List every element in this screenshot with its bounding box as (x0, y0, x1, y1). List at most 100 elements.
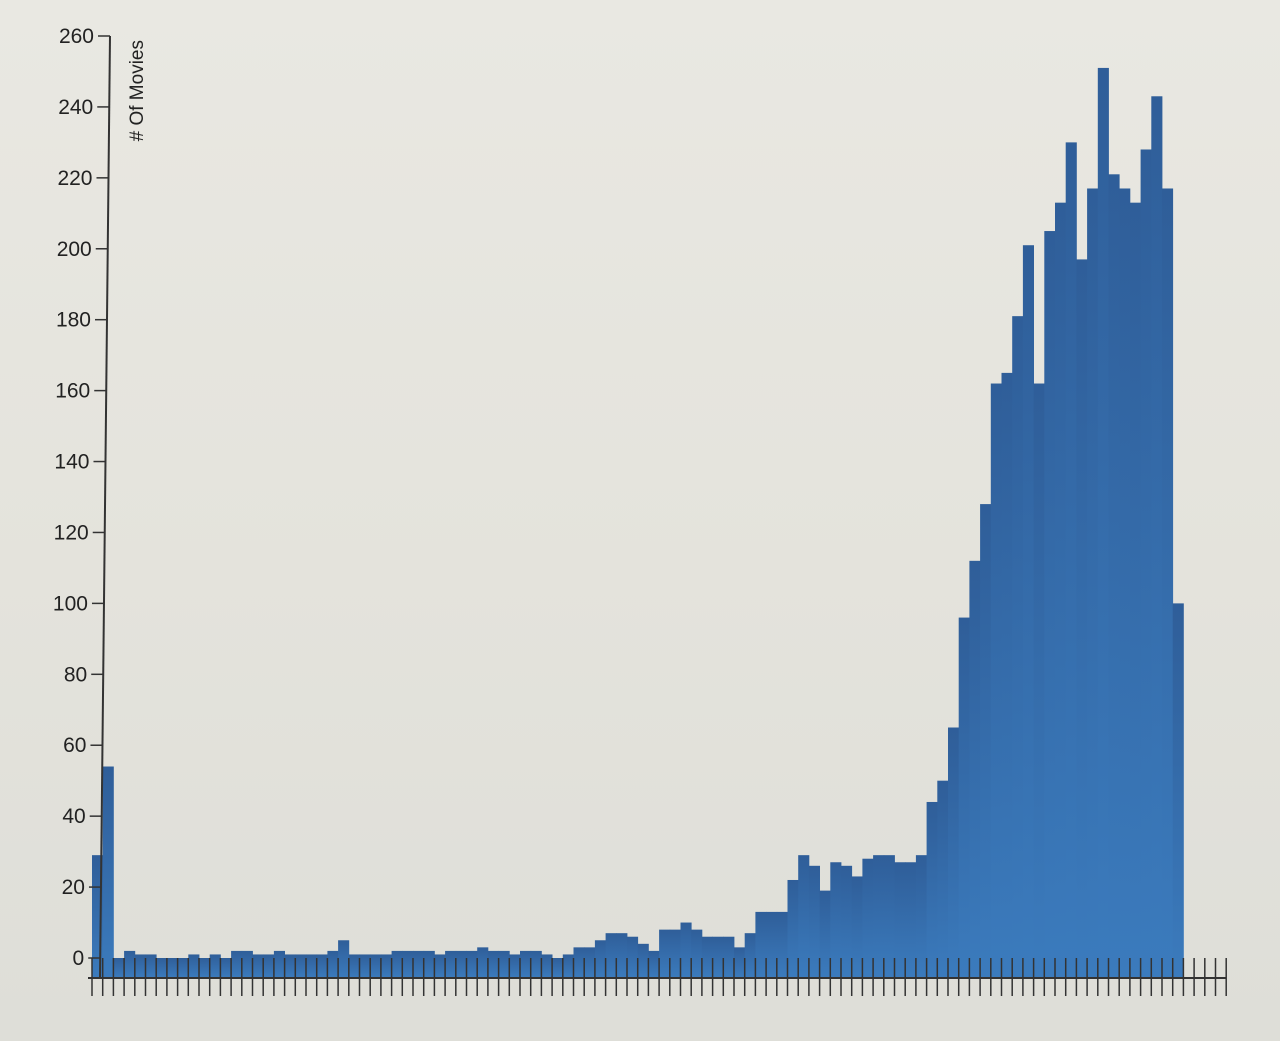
bar (124, 950, 136, 978)
bars-layer (92, 67, 1184, 979)
bar (530, 950, 542, 978)
bar (819, 890, 831, 978)
bar (787, 879, 799, 978)
bar (958, 617, 970, 978)
bar (723, 936, 735, 978)
bar (434, 954, 446, 978)
bar (359, 954, 371, 978)
bar (199, 958, 211, 978)
bar (937, 780, 949, 978)
bar (1033, 383, 1045, 978)
bar (145, 954, 157, 978)
bar (1162, 188, 1174, 979)
y-tick-label: 120 (54, 521, 89, 544)
bar (273, 950, 285, 978)
bar (220, 958, 232, 978)
bar (883, 855, 895, 978)
bar (1129, 202, 1141, 979)
bar (701, 936, 713, 978)
bar (1119, 188, 1131, 979)
bar (487, 950, 499, 978)
y-tick-label: 40 (62, 805, 85, 828)
bar (744, 933, 756, 978)
y-tick-label: 160 (55, 380, 90, 403)
bar (134, 954, 146, 978)
bar (498, 950, 510, 978)
bar (466, 950, 478, 978)
y-tick-label: 100 (53, 592, 88, 615)
y-tick-label: 200 (57, 238, 92, 261)
bar (562, 954, 574, 978)
bar (252, 954, 264, 978)
bar (380, 954, 392, 978)
bar (766, 911, 778, 978)
bar (541, 954, 553, 978)
bar (402, 950, 414, 978)
bar (1022, 245, 1034, 979)
bar (370, 954, 382, 978)
y-tick-label: 260 (59, 25, 94, 48)
bar (391, 950, 403, 978)
bar (413, 950, 425, 978)
y-tick-label: 20 (62, 876, 85, 899)
bar (477, 947, 489, 978)
bar (627, 936, 639, 978)
y-tick-label: 140 (54, 451, 89, 474)
bar (520, 950, 532, 978)
bar (637, 943, 649, 978)
bar (209, 954, 221, 978)
bar (594, 940, 606, 978)
bar (808, 865, 820, 978)
bar (862, 858, 874, 978)
bar (327, 950, 339, 978)
y-axis-title: # Of Movies (127, 40, 148, 141)
bar (894, 862, 906, 978)
bar (423, 950, 435, 978)
bar (659, 929, 671, 978)
y-tick-label: 80 (64, 663, 87, 686)
bar (102, 766, 114, 978)
bar (284, 954, 296, 978)
bar (905, 862, 917, 978)
bar (990, 383, 1002, 978)
bar (1076, 259, 1088, 978)
bar (241, 950, 253, 978)
bar (841, 865, 853, 978)
bar (306, 954, 318, 978)
bar (680, 922, 692, 978)
bar (177, 958, 189, 978)
bar (712, 936, 724, 978)
bar (584, 947, 596, 978)
bar (231, 950, 243, 978)
bar (316, 954, 328, 978)
bar (552, 958, 564, 978)
bar (915, 855, 927, 978)
bar (573, 947, 585, 978)
x-axis (88, 958, 1227, 996)
y-axis: 0 20 40 60 80 100 120 140 160 180 200 220 240 260 (53, 25, 111, 979)
bar (156, 958, 168, 978)
bar (798, 855, 810, 978)
bar (1097, 67, 1109, 979)
bar (348, 954, 360, 978)
bar (113, 958, 125, 978)
bar (830, 862, 842, 978)
bar (648, 950, 660, 978)
y-tick-label: 220 (57, 167, 92, 190)
bar (1001, 372, 1013, 978)
bar (1044, 231, 1056, 979)
bar (1140, 149, 1152, 979)
bar (455, 950, 467, 978)
bar (445, 950, 457, 978)
y-tick-label: 60 (63, 734, 86, 757)
bar (295, 954, 307, 978)
bar (926, 801, 938, 978)
bar (1065, 142, 1077, 978)
bar (1172, 603, 1184, 978)
bar (669, 929, 681, 978)
bar (616, 933, 628, 978)
bar (166, 958, 178, 978)
bar (1108, 174, 1120, 979)
